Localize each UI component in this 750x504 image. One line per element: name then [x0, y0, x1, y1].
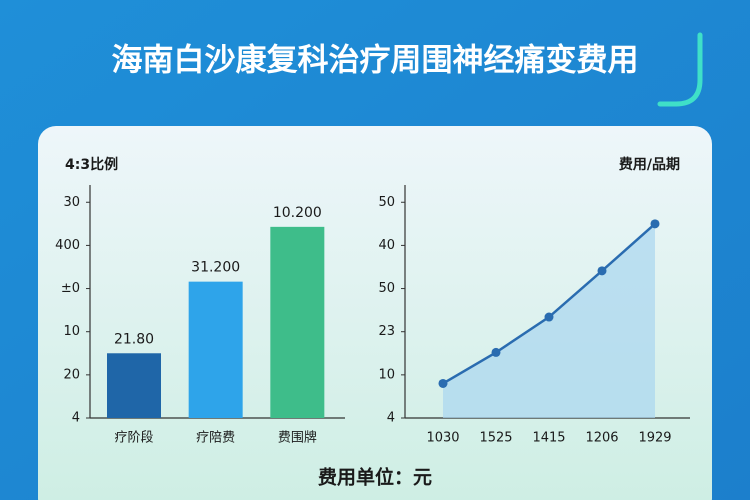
x-tick-label: 1525 [479, 431, 512, 446]
value-label: 21.80 [114, 331, 154, 347]
footer: 费用单位：元 [318, 466, 432, 489]
y-tick-label: 4 [72, 411, 80, 426]
point [438, 378, 448, 388]
y-tick-label: 4 [387, 411, 395, 426]
y-tick-label: 40 [378, 238, 395, 253]
point [544, 312, 554, 322]
bar [270, 226, 325, 418]
y-tick-label: 23 [378, 324, 395, 339]
charts: 4:3比例 4 20 10 ±0 400 30 21.80 疗阶段 31.200 疗陪费 10.200… [55, 156, 690, 446]
point [597, 266, 607, 276]
point [491, 347, 501, 357]
bar [107, 353, 161, 418]
y-tick-label: 20 [63, 367, 80, 382]
bar [188, 281, 243, 418]
y-tick-label: 10 [378, 367, 395, 382]
x-tick-label: 1206 [585, 431, 618, 446]
y-tick-label: 10 [63, 324, 80, 339]
point [650, 219, 660, 229]
y-tick-label: 50 [378, 281, 395, 296]
y-tick-label: ±0 [61, 281, 80, 296]
x-tick-label: 1030 [426, 431, 459, 446]
x-tick-label: 疗陪费 [196, 431, 235, 446]
chart-title: 4:3比例 [65, 156, 118, 173]
x-tick-label: 疗阶段 [114, 431, 153, 446]
x-tick-label: 费围牌 [278, 430, 317, 446]
chart-title: 费用/品期 [619, 156, 680, 173]
x-tick-label: 1929 [638, 431, 671, 446]
value-label: 31.200 [191, 260, 240, 276]
y-tick-label: 50 [378, 195, 395, 210]
y-tick-label: 400 [55, 238, 80, 253]
page-title: 海南白沙康复科治疗周围神经痛变费用 [112, 43, 639, 79]
value-label: 10.200 [273, 205, 322, 221]
x-tick-label: 1415 [532, 431, 565, 446]
y-tick-label: 30 [63, 195, 80, 210]
decoration [657, 32, 703, 107]
